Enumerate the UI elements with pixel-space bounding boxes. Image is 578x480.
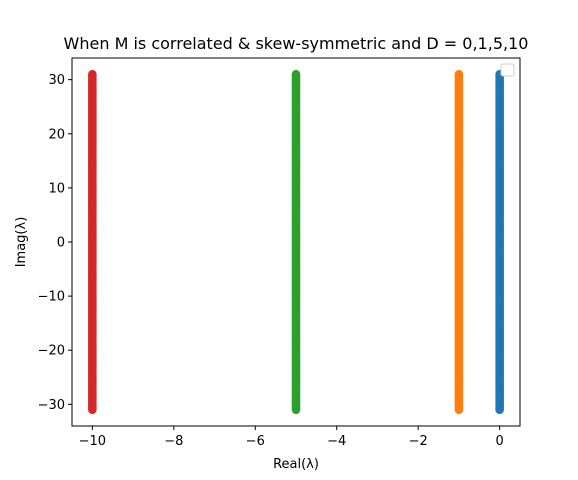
x-axis-ticks: −10 −8 −6 −4 −2 0 [79, 426, 504, 449]
y-axis-ticks: −30 −20 −10 0 10 20 30 [38, 73, 72, 413]
y-tick-label: −10 [38, 290, 65, 305]
series-1-points [454, 69, 464, 415]
y-tick-label: 10 [48, 181, 65, 196]
y-tick-label: −20 [38, 344, 65, 359]
x-tick-label: −8 [164, 434, 183, 449]
x-tick-label: −6 [246, 434, 265, 449]
data-point [454, 69, 464, 79]
x-axis-label: Real(λ) [273, 457, 319, 472]
series-0-points [495, 69, 504, 415]
x-tick-label: −10 [79, 434, 106, 449]
x-tick-label: 0 [495, 434, 503, 449]
y-tick-label: 0 [57, 236, 65, 251]
x-tick-label: −4 [327, 434, 346, 449]
y-tick-label: −30 [38, 398, 65, 413]
legend-box [500, 63, 515, 77]
x-tick-label: −2 [409, 434, 428, 449]
plot-area [88, 69, 504, 415]
data-point [291, 69, 301, 79]
data-point [88, 69, 97, 79]
y-tick-label: 20 [48, 127, 65, 142]
y-tick-label: 30 [48, 73, 65, 88]
y-axis-label: Imag(λ) [14, 217, 29, 268]
chart-title: When M is correlated & skew-symmetric an… [64, 34, 529, 53]
series-2-points [291, 69, 301, 415]
series-3-points [88, 69, 97, 415]
